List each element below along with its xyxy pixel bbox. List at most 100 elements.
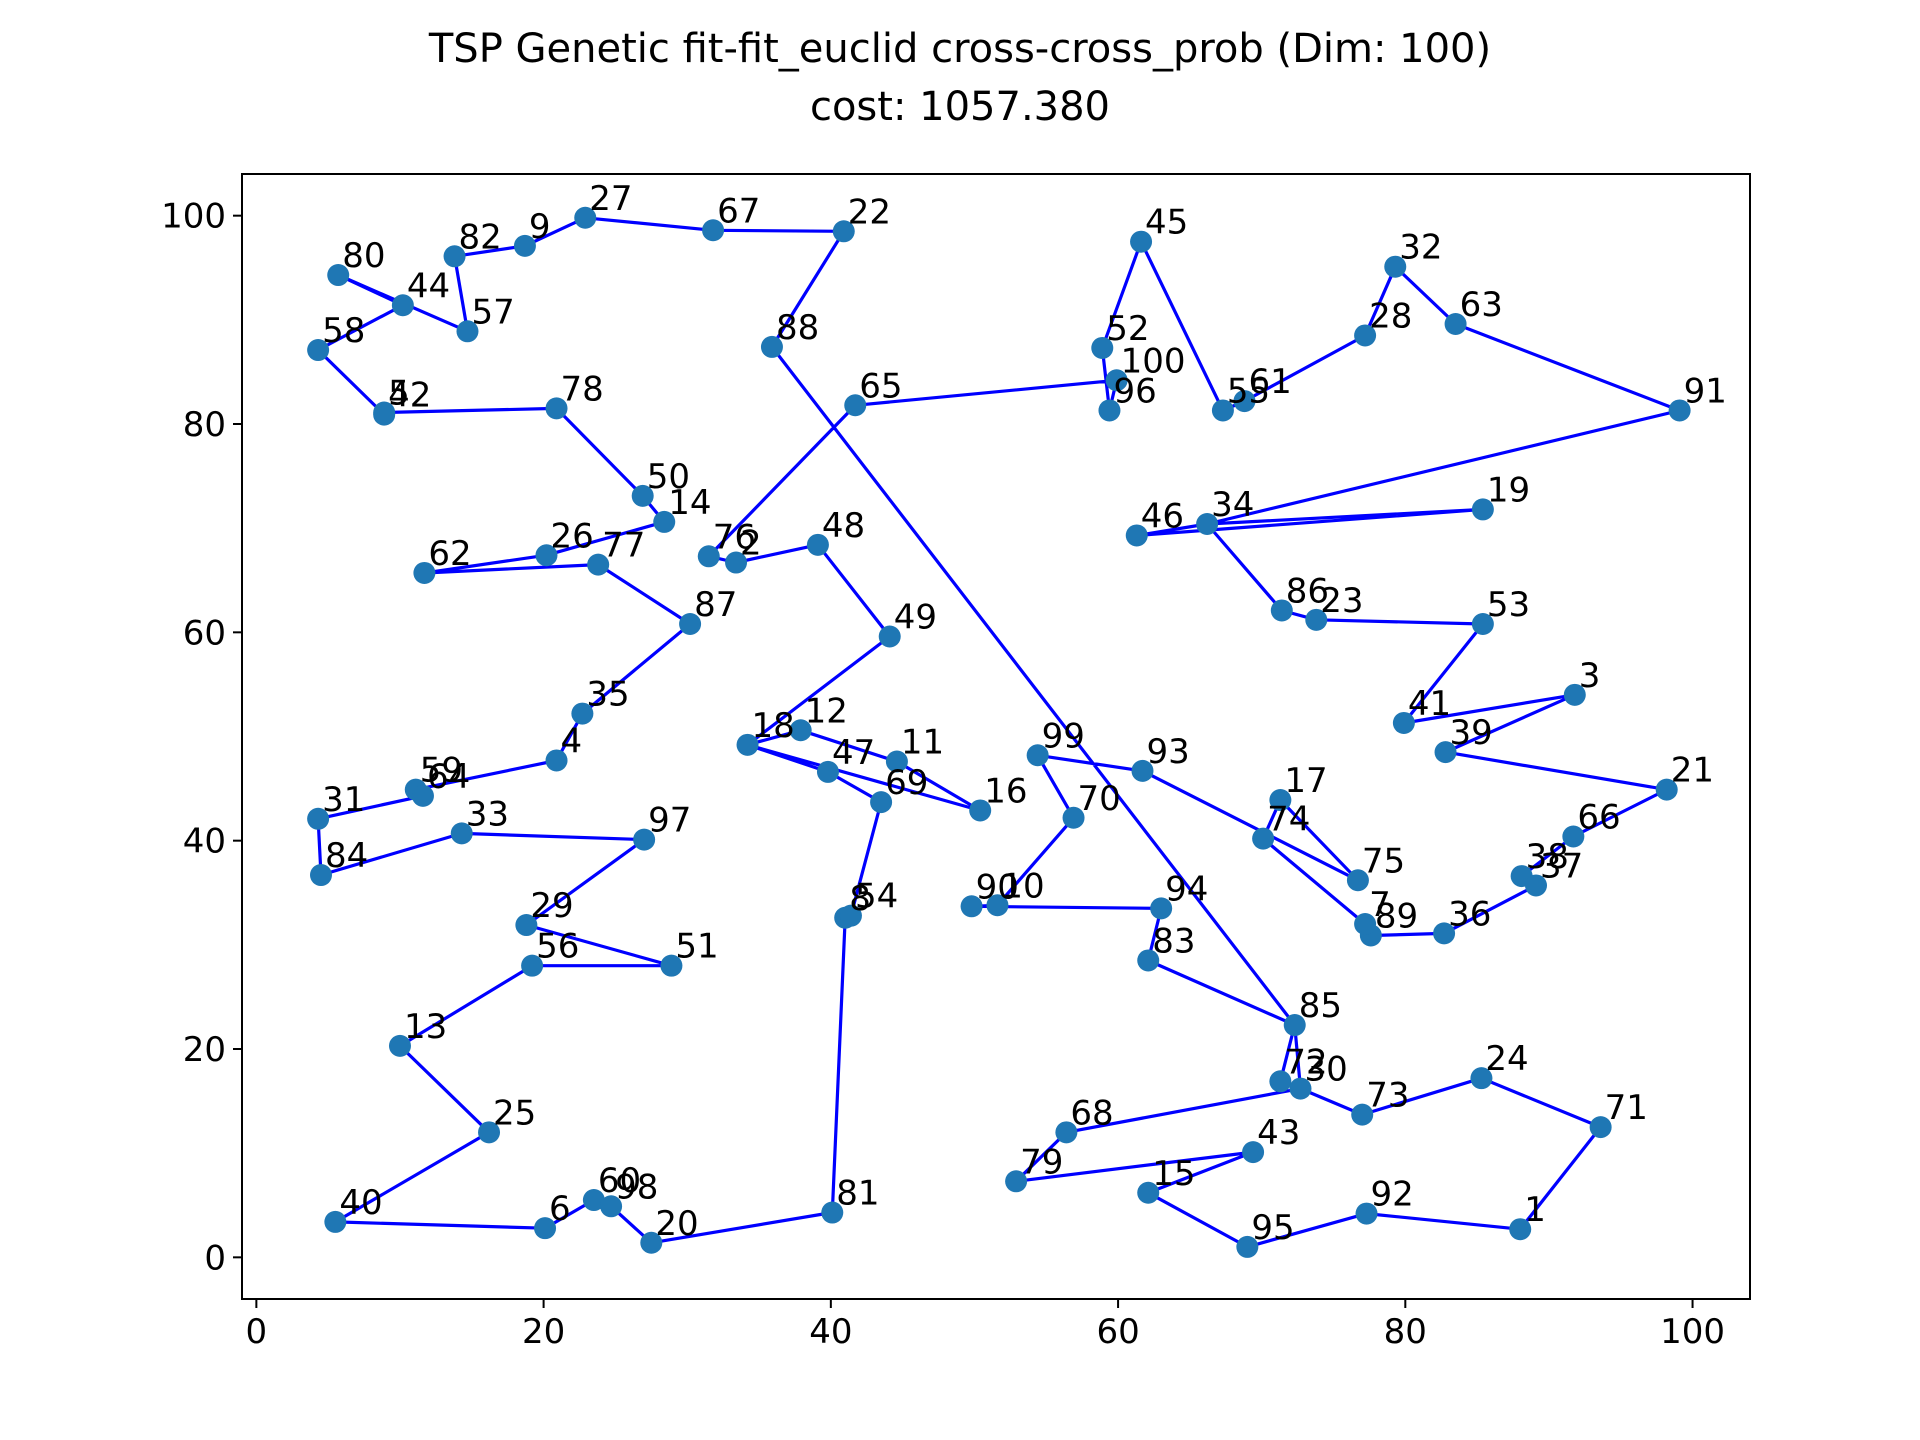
- city-point-29: [515, 914, 538, 937]
- city-point-81: [821, 1201, 844, 1224]
- city-point-37: [1525, 874, 1548, 897]
- city-label-74: 74: [1267, 800, 1310, 840]
- city-label-33: 33: [466, 794, 509, 834]
- city-label-54: 54: [855, 877, 898, 917]
- city-label-17: 17: [1284, 761, 1327, 801]
- city-point-39: [1434, 741, 1457, 764]
- city-point-51: [660, 954, 683, 977]
- city-point-84: [309, 864, 332, 887]
- city-label-18: 18: [752, 706, 795, 746]
- city-label-31: 31: [322, 780, 365, 820]
- y-tick-label-100: 100: [161, 197, 226, 237]
- city-label-62: 62: [428, 534, 471, 574]
- city-label-23: 23: [1320, 581, 1363, 621]
- city-point-28: [1354, 324, 1377, 347]
- city-label-34: 34: [1211, 485, 1254, 525]
- city-point-9: [513, 234, 536, 257]
- city-point-97: [633, 828, 656, 851]
- city-label-21: 21: [1671, 751, 1714, 791]
- city-point-10: [986, 894, 1009, 917]
- city-label-35: 35: [586, 675, 629, 715]
- city-point-2: [725, 551, 748, 574]
- x-tick-label-80: 80: [1384, 1312, 1427, 1352]
- city-label-98: 98: [615, 1167, 658, 1207]
- city-label-80: 80: [342, 236, 385, 276]
- city-point-47: [816, 760, 839, 783]
- city-label-64: 64: [427, 757, 470, 797]
- city-label-86: 86: [1286, 571, 1329, 611]
- city-point-93: [1131, 759, 1154, 782]
- city-label-30: 30: [1304, 1050, 1347, 1090]
- city-label-81: 81: [836, 1174, 879, 1214]
- city-point-83: [1137, 949, 1160, 972]
- city-label-60: 60: [598, 1161, 641, 1201]
- city-point-74: [1252, 827, 1275, 850]
- city-label-59: 59: [420, 751, 463, 791]
- city-label-70: 70: [1078, 779, 1121, 819]
- city-label-43: 43: [1257, 1113, 1300, 1153]
- city-point-65: [844, 394, 867, 417]
- city-label-61: 61: [1248, 362, 1291, 402]
- y-tick-label-20: 20: [183, 1030, 226, 1070]
- y-tick-label-0: 0: [204, 1238, 226, 1278]
- city-point-15: [1137, 1181, 1160, 1204]
- city-label-38: 38: [1526, 837, 1569, 877]
- city-point-64: [411, 784, 434, 807]
- city-label-84: 84: [325, 836, 368, 876]
- city-label-96: 96: [1113, 371, 1156, 411]
- city-point-7: [1354, 913, 1377, 935]
- city-label-63: 63: [1460, 285, 1503, 325]
- city-point-63: [1444, 313, 1467, 335]
- city-point-86: [1270, 599, 1293, 622]
- city-point-43: [1242, 1141, 1265, 1164]
- city-point-14: [653, 510, 676, 533]
- city-point-70: [1062, 806, 1085, 829]
- city-point-3: [1563, 683, 1586, 706]
- city-point-36: [1433, 922, 1456, 945]
- city-point-4: [545, 749, 568, 772]
- city-point-55: [1211, 399, 1234, 422]
- x-tick-label-60: 60: [1096, 1312, 1139, 1352]
- city-label-24: 24: [1485, 1039, 1528, 1079]
- chart-subtitle: cost: 1057.380: [809, 84, 1111, 130]
- x-tick-label-20: 20: [522, 1312, 565, 1352]
- city-point-49: [878, 625, 901, 648]
- city-point-75: [1346, 869, 1369, 892]
- city-label-22: 22: [848, 192, 891, 232]
- city-label-92: 92: [1371, 1175, 1414, 1215]
- y-tick-label-80: 80: [183, 405, 226, 445]
- city-label-91: 91: [1684, 371, 1727, 411]
- city-point-69: [870, 791, 893, 814]
- city-point-91: [1668, 399, 1691, 422]
- city-point-6: [534, 1217, 557, 1240]
- point-layer: [307, 206, 1691, 1258]
- city-point-12: [789, 719, 812, 742]
- city-label-15: 15: [1152, 1154, 1195, 1194]
- city-point-26: [535, 544, 558, 567]
- city-label-2: 2: [740, 524, 762, 564]
- city-point-27: [574, 206, 597, 229]
- city-point-52: [1091, 336, 1114, 359]
- city-label-88: 88: [776, 308, 819, 348]
- city-label-40: 40: [339, 1183, 382, 1223]
- city-point-98: [600, 1195, 623, 1218]
- city-label-10: 10: [1001, 866, 1044, 906]
- city-label-4: 4: [561, 721, 583, 761]
- city-label-9: 9: [529, 207, 551, 247]
- city-point-21: [1655, 778, 1678, 801]
- city-label-46: 46: [1141, 496, 1184, 536]
- city-label-49: 49: [894, 598, 937, 638]
- city-point-35: [571, 702, 594, 725]
- city-label-28: 28: [1369, 296, 1412, 336]
- city-label-68: 68: [1070, 1093, 1113, 1133]
- city-point-34: [1196, 513, 1219, 535]
- city-label-83: 83: [1152, 921, 1195, 961]
- city-point-60: [582, 1189, 605, 1212]
- city-label-76: 76: [713, 517, 756, 557]
- city-label-58: 58: [322, 311, 365, 351]
- city-label-41: 41: [1408, 684, 1451, 724]
- city-label-94: 94: [1165, 869, 1208, 909]
- city-label-82: 82: [459, 217, 502, 257]
- city-label-53: 53: [1487, 585, 1530, 625]
